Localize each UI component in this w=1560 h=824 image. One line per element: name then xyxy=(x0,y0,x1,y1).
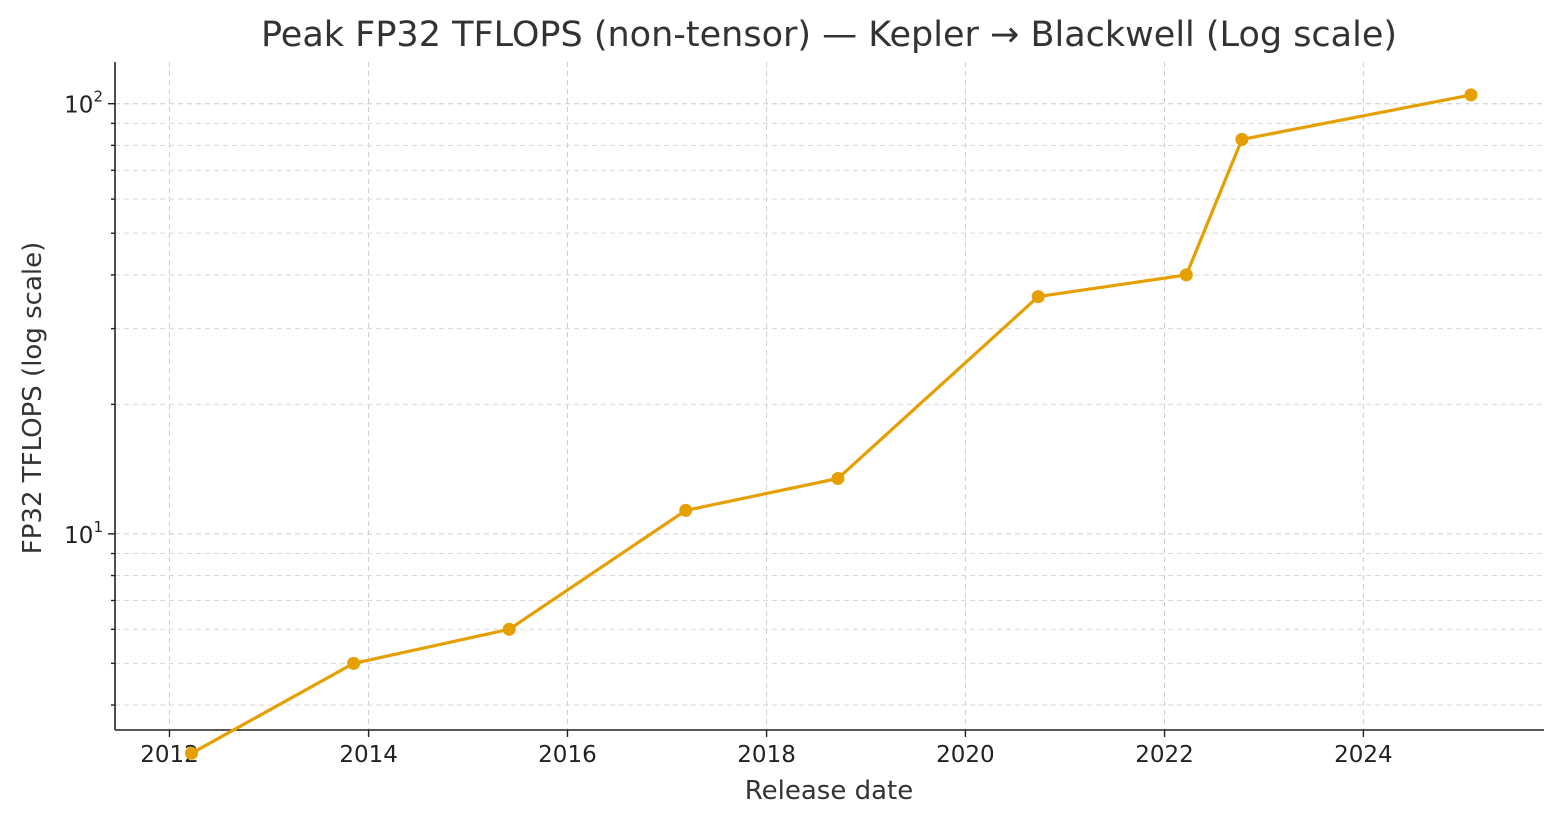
x-tick-label: 2018 xyxy=(737,742,796,768)
data-point xyxy=(1464,88,1478,102)
data-point xyxy=(679,503,693,517)
data-point xyxy=(502,622,516,636)
x-tick-label: 2022 xyxy=(1135,742,1194,768)
x-tick-label: 2020 xyxy=(936,742,995,768)
x-tick-label: 2014 xyxy=(339,742,398,768)
data-point xyxy=(1235,132,1249,146)
data-point xyxy=(1179,268,1193,282)
y-tick-label: 101 xyxy=(64,518,103,549)
x-tick-label: 2016 xyxy=(538,742,597,768)
chart-title: Peak FP32 TFLOPS (non-tensor) — Kepler →… xyxy=(261,15,1397,55)
data-point xyxy=(1031,290,1045,304)
data-point xyxy=(347,656,361,670)
axes xyxy=(114,62,1544,731)
x-tick-label: 2024 xyxy=(1334,742,1393,768)
y-axis-label: FP32 TFLOPS (log scale) xyxy=(18,242,48,554)
grid xyxy=(115,62,1544,730)
y-tick-label: 102 xyxy=(64,88,103,119)
data-point xyxy=(185,746,198,760)
series-line xyxy=(189,93,1473,755)
x-axis-label: Release date xyxy=(745,776,913,806)
series xyxy=(185,88,1478,760)
data-point xyxy=(831,472,845,485)
